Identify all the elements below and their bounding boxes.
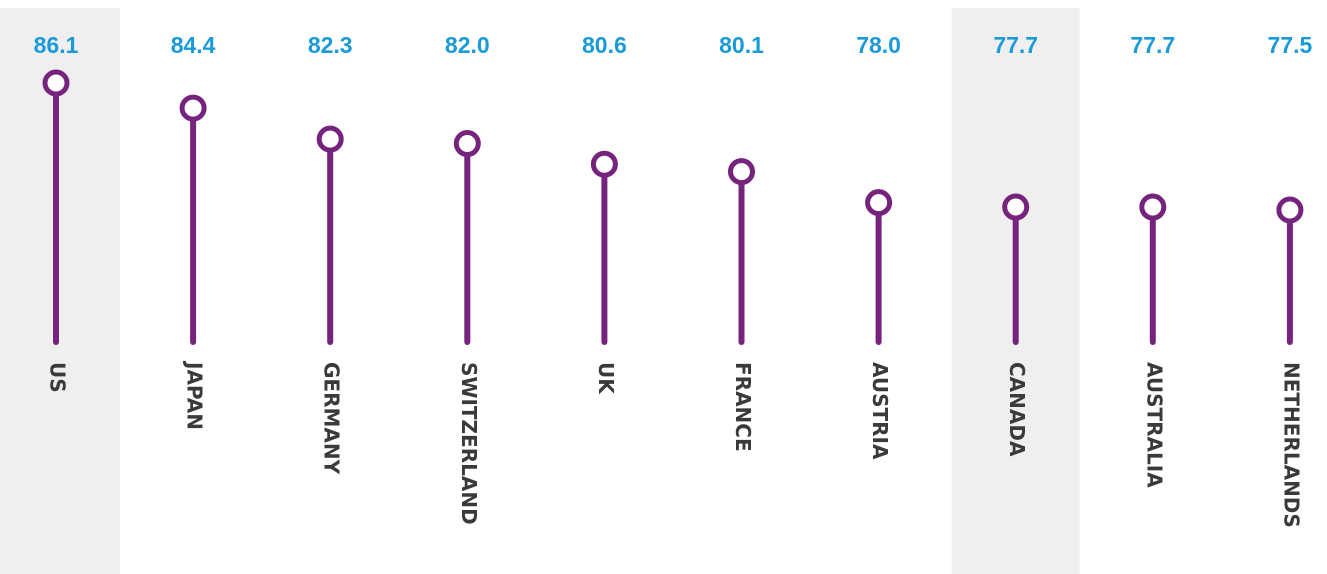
value-label-netherlands: 77.5 [1268,32,1313,58]
value-label-austria: 78.0 [856,32,901,58]
value-label-germany: 82.3 [308,32,353,58]
marker-us [42,69,70,97]
marker-austria [865,189,893,217]
highlight-band-us [0,8,120,574]
value-label-us: 86.1 [34,32,79,58]
category-label-canada: CANADA [1005,362,1029,457]
marker-netherlands [1276,196,1304,224]
value-label-switzerland: 82.0 [445,32,490,58]
value-label-canada: 77.7 [993,32,1038,58]
category-label-germany: GERMANY [320,362,344,475]
value-label-uk: 80.6 [582,32,627,58]
category-label-japan: JAPAN [183,360,207,430]
marker-japan [179,94,207,122]
category-label-us: US [46,362,70,393]
category-label-france: FRANCE [731,362,755,452]
marker-uk [590,150,618,178]
marker-france [728,158,755,186]
category-label-switzerland: SWITZERLAND [457,362,481,525]
category-label-netherlands: NETHERLANDS [1279,362,1303,528]
marker-germany [316,125,344,153]
marker-switzerland [453,130,481,158]
value-label-france: 80.1 [719,32,764,58]
marker-australia [1139,193,1167,221]
value-label-australia: 77.7 [1130,32,1175,58]
value-label-japan: 84.4 [171,32,216,58]
category-label-australia: AUSTRALIA [1142,362,1166,488]
marker-canada [1002,193,1030,221]
category-label-uk: UK [594,362,618,395]
category-label-austria: AUSTRIA [868,362,892,460]
